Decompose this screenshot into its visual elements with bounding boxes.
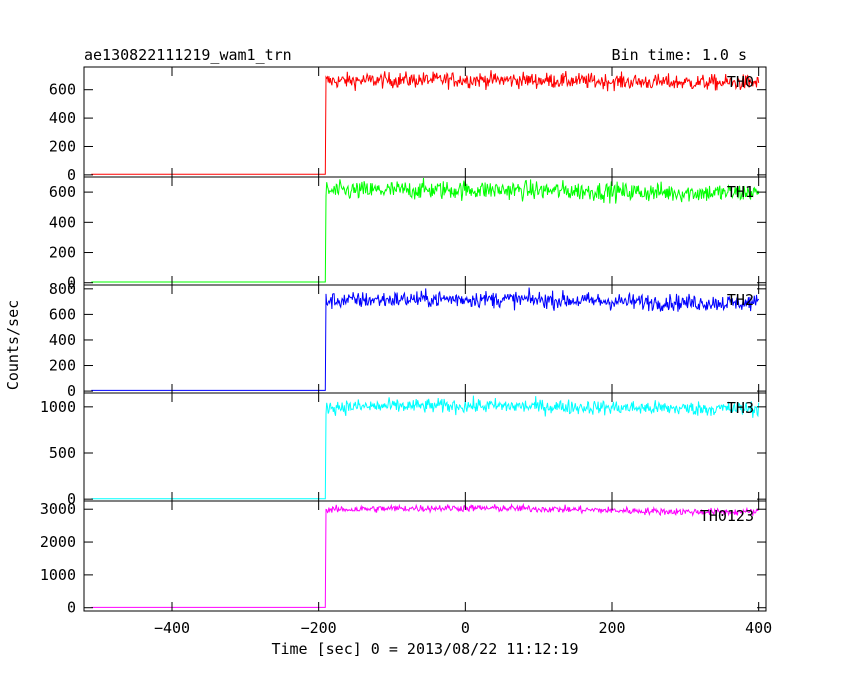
panel-label-th1: TH1	[727, 183, 754, 201]
chart-title: ae130822111219_wam1_trn	[84, 46, 292, 64]
y-tick-label: 200	[49, 244, 76, 262]
y-tick-label: 800	[49, 280, 76, 298]
y-tick-label: 0	[67, 274, 76, 292]
x-tick-label: −400	[154, 619, 190, 637]
y-tick-label: 2000	[40, 533, 76, 551]
y-tick-label: 0	[67, 490, 76, 508]
y-tick-label: 500	[49, 444, 76, 462]
y-tick-label: 400	[49, 109, 76, 127]
y-tick-label: 600	[49, 305, 76, 323]
panels-group: 0 200 400 600 TH0 0 200 400 600 TH1 0 200 400 600 800 T…	[40, 66, 772, 637]
y-tick-label: 0	[67, 166, 76, 184]
y-tick-label: 0	[67, 599, 76, 617]
series-line-th2	[91, 287, 760, 391]
bin-time-label: Bin time: 1.0 s	[612, 46, 747, 64]
x-tick-label: 400	[745, 619, 772, 637]
panel-frame-th0123	[83, 500, 767, 612]
panel-label-th2: TH2	[727, 291, 754, 309]
series-line-th1	[91, 177, 760, 283]
x-tick-label: 200	[598, 619, 625, 637]
series-line-th0	[91, 70, 760, 175]
y-axis-label: Counts/sec	[4, 300, 22, 390]
series-line-th0123	[91, 502, 760, 608]
y-tick-label: 400	[49, 331, 76, 349]
panel-label-th3: TH3	[727, 399, 754, 417]
x-tick-label: −200	[301, 619, 337, 637]
x-tick-label: 0	[461, 619, 470, 637]
y-tick-label: 200	[49, 357, 76, 375]
series-line-th3	[91, 395, 760, 500]
y-tick-label: 1000	[40, 566, 76, 584]
y-tick-label: 600	[49, 81, 76, 99]
y-tick-label: 200	[49, 137, 76, 155]
y-tick-label: 400	[49, 213, 76, 231]
panel-label-th0: TH0	[727, 73, 754, 91]
y-tick-label: 0	[67, 382, 76, 400]
panel-label-th0123: TH0123	[700, 507, 754, 525]
y-tick-label: 600	[49, 183, 76, 201]
y-tick-label: 3000	[40, 500, 76, 518]
x-axis-label: Time [sec] 0 = 2013/08/22 11:12:19	[271, 640, 578, 658]
y-tick-label: 1000	[40, 398, 76, 416]
